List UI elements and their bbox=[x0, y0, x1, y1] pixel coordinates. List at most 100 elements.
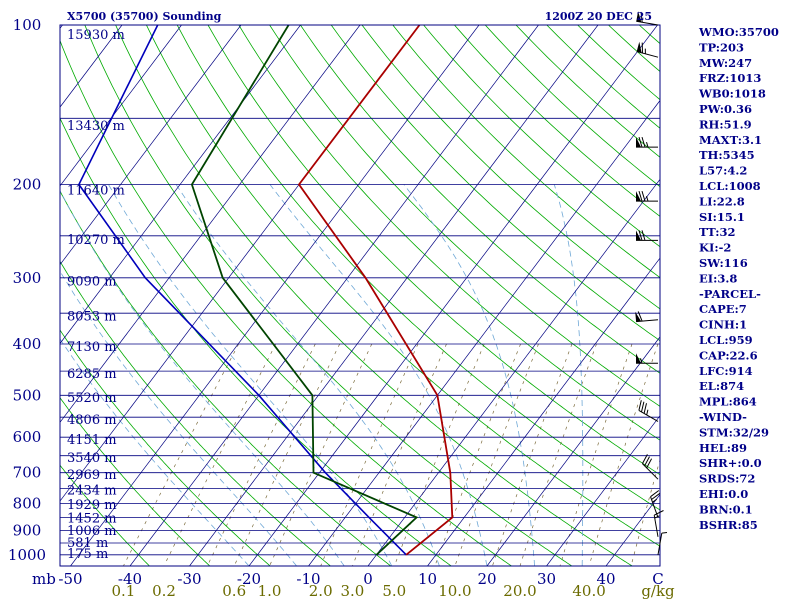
height-label: 13430 m bbox=[67, 119, 125, 134]
isotherm-line bbox=[486, 336, 660, 566]
height-label: 4151 m bbox=[67, 433, 117, 448]
dry-adiabat-line bbox=[269, 25, 660, 407]
dry-adiabat-line bbox=[176, 25, 660, 511]
pressure-axis: 100 200 300 400 500 600 700 800 900 1000 mb bbox=[8, 16, 56, 588]
mixing-ratio-tick-label: 10.0 bbox=[438, 582, 471, 600]
temperature-tick-label: 20 bbox=[477, 570, 496, 588]
pressure-tick-label: 500 bbox=[13, 386, 42, 404]
dry-adiabat-line bbox=[423, 25, 660, 248]
temperature-tick-label: -30 bbox=[177, 570, 201, 588]
pressure-tick-label: 400 bbox=[13, 335, 42, 353]
dry-adiabat-line bbox=[115, 25, 633, 566]
dry-adiabat-line bbox=[146, 25, 660, 547]
pressure-tick-label: 700 bbox=[13, 464, 42, 482]
index-value: EL:874 bbox=[699, 379, 744, 393]
mixing-ratio-tick-label: 1.0 bbox=[258, 582, 282, 600]
mixing-ratio-line bbox=[454, 343, 539, 566]
height-label: 5520 m bbox=[67, 391, 117, 406]
height-labels: 15930 m 13430 m 11640 m 10270 m 9090 m 8053 m… bbox=[67, 28, 125, 562]
index-value: WB0:1018 bbox=[698, 87, 766, 101]
moist-adiabat-line bbox=[108, 184, 393, 566]
height-label: 4806 m bbox=[67, 413, 117, 428]
temperature-tick-label: 0 bbox=[363, 570, 373, 588]
index-value: LI:22.8 bbox=[699, 194, 745, 208]
pressure-tick-label: 100 bbox=[13, 16, 42, 34]
index-value: LFC:914 bbox=[699, 364, 753, 378]
temperature-tick-label: C bbox=[652, 570, 663, 588]
isotherm-line bbox=[427, 257, 660, 566]
mixing-ratio-tick-label: 5.0 bbox=[382, 582, 406, 600]
wind-barb bbox=[638, 400, 659, 422]
chart-title: X5700 (35700) Sounding bbox=[67, 10, 222, 23]
wind-barb bbox=[636, 190, 658, 202]
index-value: SHR+:0.0 bbox=[699, 456, 762, 470]
index-value: L57:4.2 bbox=[699, 164, 747, 178]
mixing-ratio-tick-label: 2.0 bbox=[309, 582, 333, 600]
dry-adiabat-line bbox=[361, 25, 660, 310]
isotherm-line bbox=[189, 25, 599, 566]
dry-adiabat-line bbox=[207, 25, 660, 476]
index-value: RH:51.9 bbox=[699, 117, 752, 131]
height-label: 15930 m bbox=[67, 28, 125, 43]
index-value: -PARCEL- bbox=[699, 287, 761, 301]
index-value: BSHR:85 bbox=[699, 518, 758, 532]
index-value: HEL:89 bbox=[699, 441, 747, 455]
isotherm-line bbox=[129, 25, 539, 566]
mixing-ratio-tick-label: 40.0 bbox=[572, 582, 605, 600]
index-value: TP:203 bbox=[699, 40, 744, 54]
index-value: MPL:864 bbox=[699, 395, 757, 409]
mixing-ratio-tick-label: 0.6 bbox=[222, 582, 246, 600]
temperature-tick-label: -20 bbox=[237, 570, 261, 588]
temperature-tick-label: 40 bbox=[596, 570, 615, 588]
temperature-axis: -50 -40 -30 -20 -10 0 10 20 30 40 C bbox=[58, 570, 663, 588]
wind-barb bbox=[636, 136, 658, 148]
wind-barb bbox=[636, 353, 658, 364]
mixing-ratio-line bbox=[207, 343, 316, 566]
index-value: SW:116 bbox=[699, 256, 748, 270]
isotherm-line bbox=[70, 25, 480, 566]
index-value: SRDS:72 bbox=[699, 472, 755, 486]
dry-adiabat-line bbox=[60, 117, 452, 566]
height-label: 2969 m bbox=[67, 468, 117, 483]
index-value: MAXT:3.1 bbox=[699, 133, 762, 147]
index-value: EHI:0.0 bbox=[699, 487, 748, 501]
height-label: 11640 m bbox=[67, 184, 125, 199]
height-label: 2434 m bbox=[67, 484, 117, 499]
temperature-tick-label: -40 bbox=[118, 570, 142, 588]
isotherm-line bbox=[60, 25, 301, 345]
dewpoint-line bbox=[190, 25, 419, 556]
dry-adiabat-line bbox=[60, 329, 271, 566]
index-value: -WIND- bbox=[699, 410, 747, 424]
moist-adiabat-line bbox=[269, 184, 488, 566]
profiles bbox=[77, 25, 454, 556]
temperature-tick-label: 30 bbox=[537, 570, 556, 588]
mixing-ratio-axis: 0.1 0.2 0.6 1.0 2.0 3.0 5.0 10.0 20.0 40.0 g/kg bbox=[111, 582, 675, 600]
temperature-tick-label: -10 bbox=[296, 570, 320, 588]
pressure-tick-label: 600 bbox=[13, 428, 42, 446]
height-label: 1006 m bbox=[67, 524, 117, 539]
parcel-line bbox=[77, 25, 407, 556]
index-value: EI:3.8 bbox=[699, 271, 737, 285]
mixing-ratio-tick-label: 20.0 bbox=[503, 582, 536, 600]
wind-barbs bbox=[635, 11, 668, 555]
height-label: 581 m bbox=[67, 536, 108, 551]
dry-adiabat-line bbox=[60, 260, 331, 566]
index-value: FRZ:1013 bbox=[699, 71, 761, 85]
moist-adiabat-line bbox=[175, 184, 440, 566]
isotherm-line bbox=[60, 25, 242, 266]
wind-barb bbox=[641, 454, 659, 480]
wind-barb bbox=[636, 41, 659, 58]
mixing-ratio-line bbox=[233, 343, 341, 566]
wind-barb bbox=[635, 311, 659, 323]
height-label: 8053 m bbox=[67, 309, 117, 324]
wind-barb bbox=[636, 11, 659, 26]
isotherm-line bbox=[367, 178, 660, 566]
pressure-axis-label: mb bbox=[32, 570, 56, 588]
dry-adiabat-line bbox=[60, 39, 512, 566]
pressure-tick-label: 1000 bbox=[8, 546, 46, 564]
pressure-tick-label: 300 bbox=[13, 269, 42, 287]
dry-adiabat-line bbox=[60, 397, 211, 566]
index-value: MW:247 bbox=[699, 56, 752, 70]
